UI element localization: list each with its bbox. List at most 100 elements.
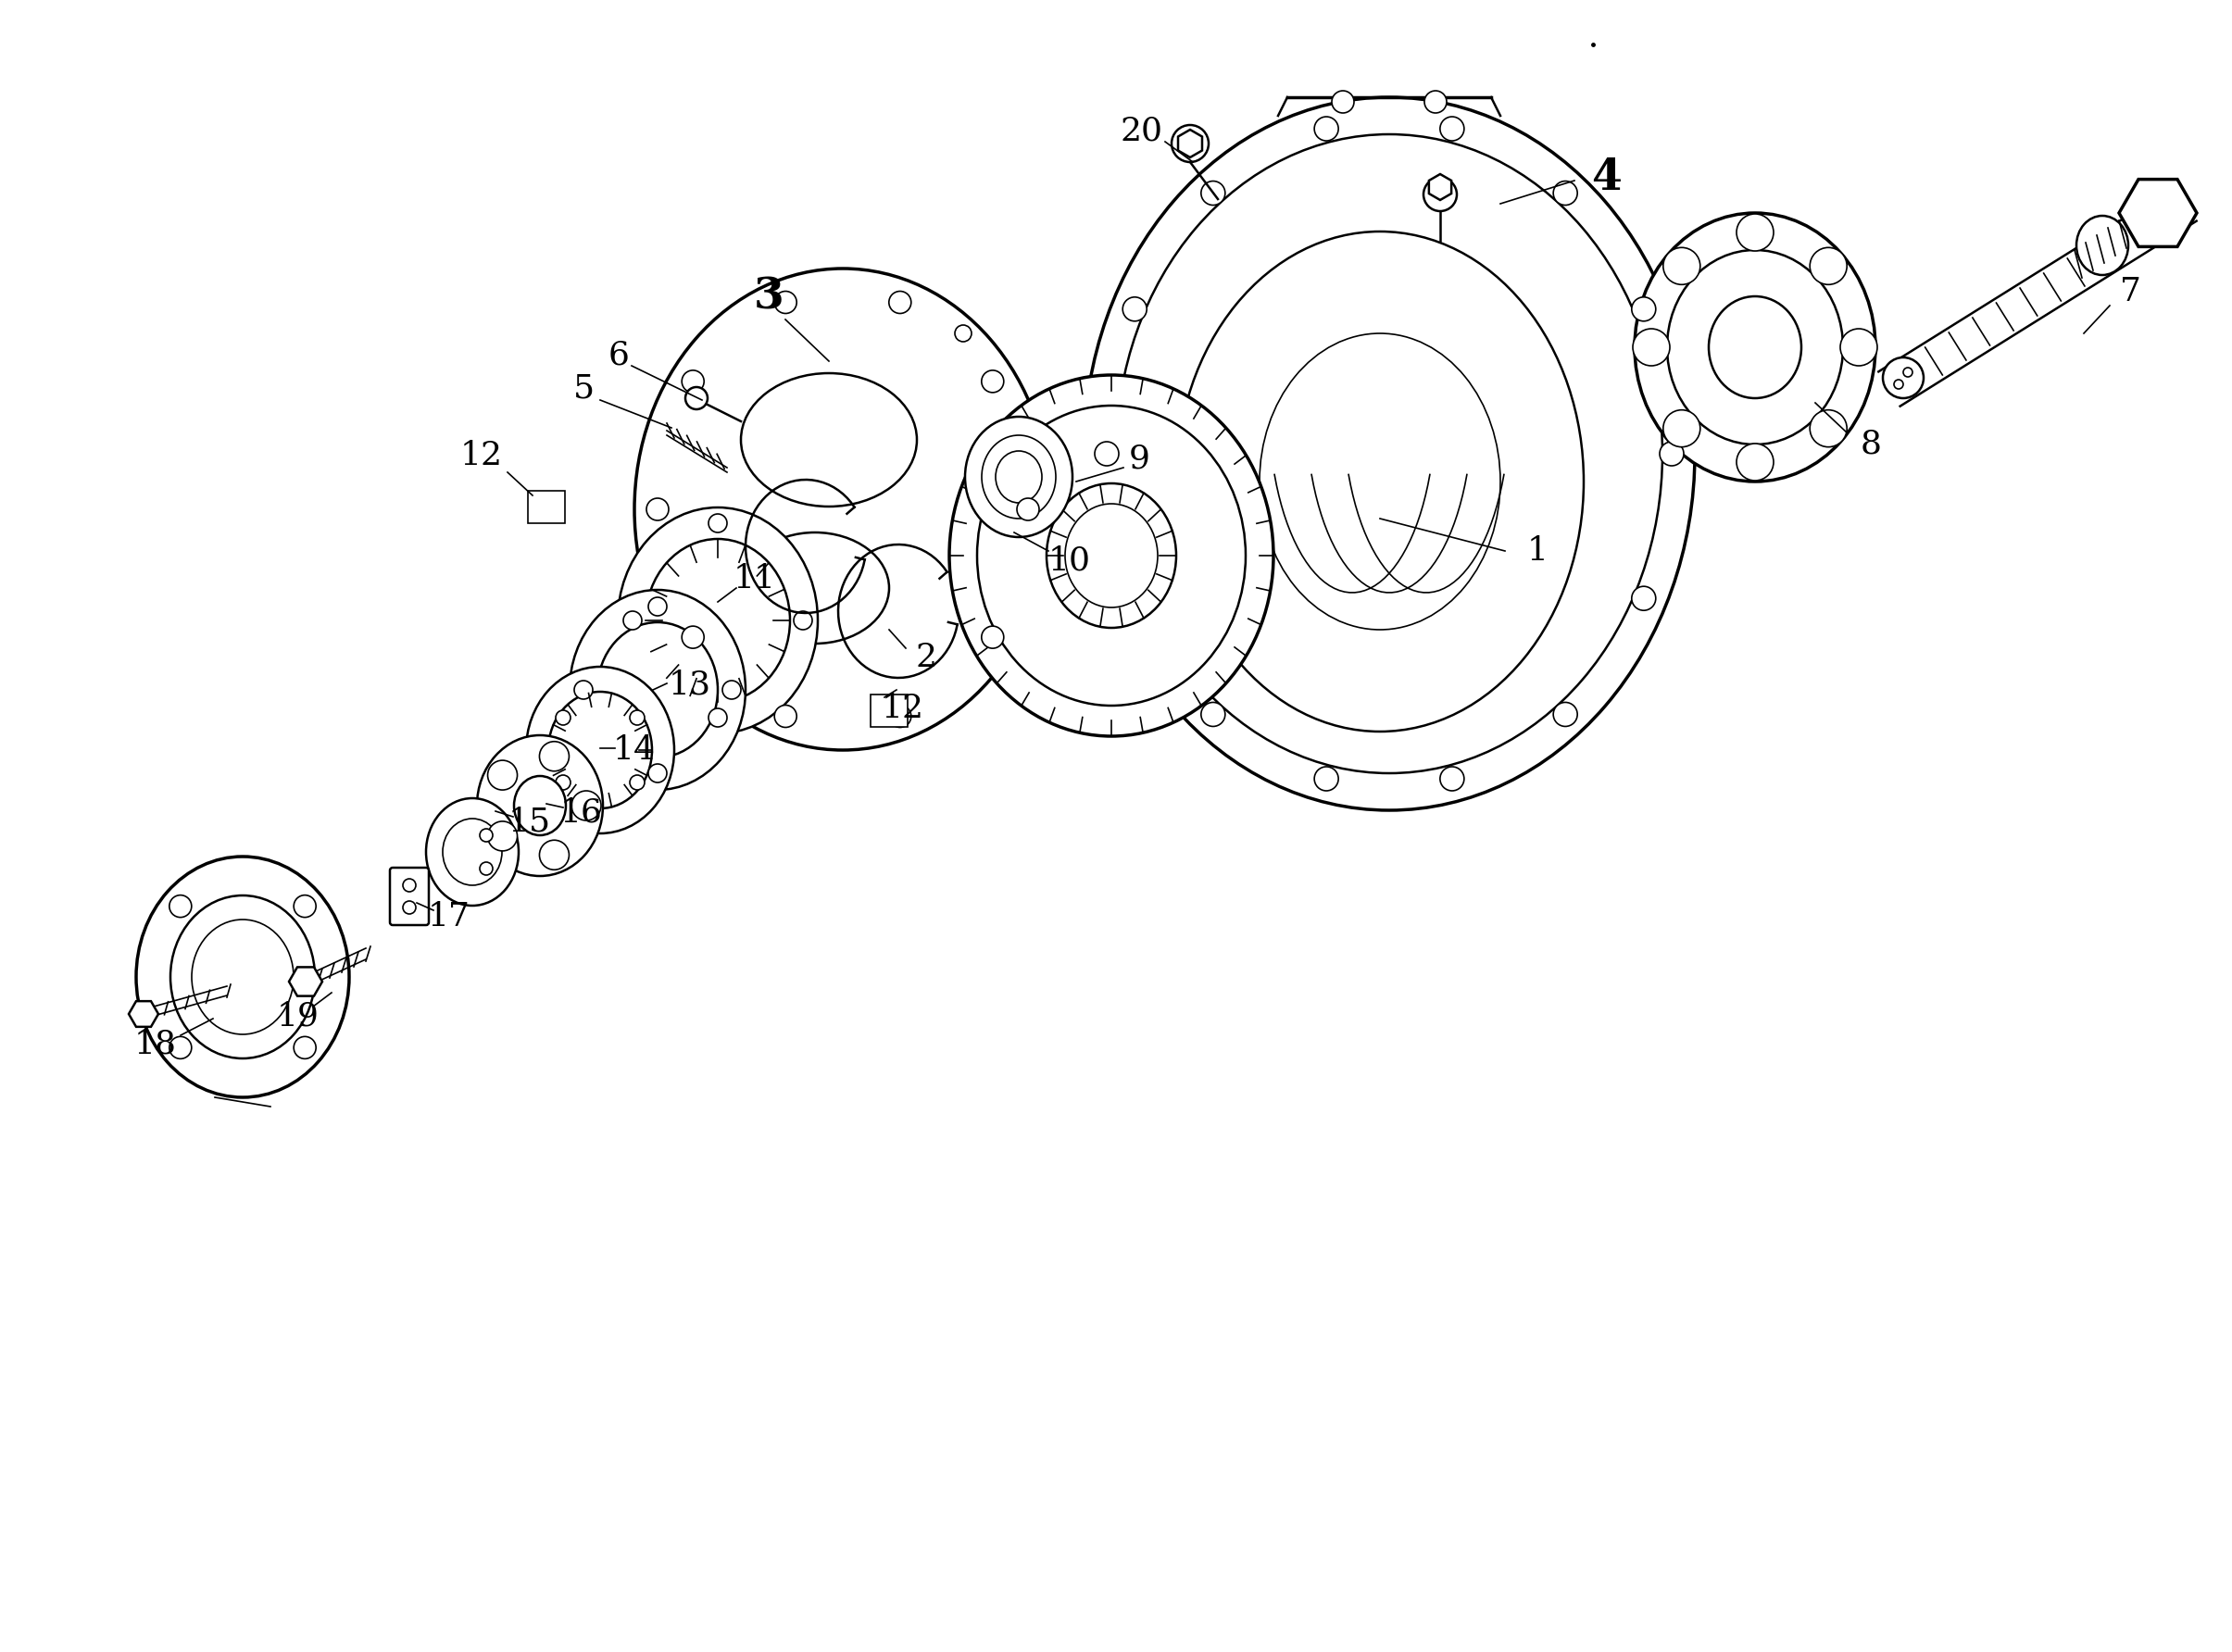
Circle shape (1736, 213, 1774, 251)
Circle shape (540, 841, 569, 869)
Text: 15: 15 (509, 806, 551, 838)
Circle shape (1810, 410, 1846, 448)
Polygon shape (129, 1001, 158, 1028)
Ellipse shape (1634, 213, 1875, 481)
Circle shape (487, 760, 518, 790)
Circle shape (1201, 702, 1225, 727)
Text: 17: 17 (429, 900, 471, 932)
Ellipse shape (618, 507, 817, 733)
Circle shape (556, 710, 571, 725)
Ellipse shape (527, 667, 674, 833)
Circle shape (1553, 182, 1578, 205)
Circle shape (1634, 329, 1670, 365)
Circle shape (1839, 329, 1877, 365)
Circle shape (1018, 499, 1040, 520)
Circle shape (1201, 182, 1225, 205)
Circle shape (647, 763, 667, 783)
Circle shape (556, 775, 571, 790)
Circle shape (1094, 441, 1118, 466)
Circle shape (487, 821, 518, 851)
Circle shape (1904, 368, 1913, 377)
Ellipse shape (136, 856, 348, 1097)
Circle shape (1440, 117, 1464, 140)
Circle shape (708, 709, 728, 727)
Circle shape (1424, 91, 1446, 112)
Circle shape (1172, 126, 1208, 162)
Polygon shape (2118, 180, 2196, 246)
Text: 13: 13 (670, 669, 712, 700)
Circle shape (775, 291, 797, 314)
Ellipse shape (634, 269, 1051, 750)
Ellipse shape (1047, 484, 1176, 628)
Circle shape (1123, 586, 1147, 611)
Circle shape (708, 514, 728, 532)
Circle shape (1424, 178, 1457, 211)
Circle shape (480, 862, 493, 876)
Circle shape (1123, 297, 1147, 320)
Circle shape (1810, 248, 1846, 284)
Circle shape (1315, 767, 1339, 791)
Circle shape (1333, 91, 1355, 112)
Ellipse shape (949, 375, 1274, 737)
Text: 3: 3 (754, 274, 783, 317)
Circle shape (571, 791, 600, 821)
Circle shape (888, 705, 911, 727)
Circle shape (888, 291, 911, 314)
Ellipse shape (1083, 97, 1694, 809)
Text: 8: 8 (1859, 430, 1882, 461)
Text: 18: 18 (134, 1029, 176, 1061)
Circle shape (775, 705, 797, 727)
Ellipse shape (513, 776, 567, 836)
Circle shape (1440, 767, 1464, 791)
Text: 19: 19 (277, 1001, 319, 1032)
Circle shape (629, 775, 645, 790)
Text: 16: 16 (560, 798, 603, 829)
Ellipse shape (1710, 296, 1801, 398)
Text: 2: 2 (915, 641, 937, 674)
FancyBboxPatch shape (391, 867, 429, 925)
Circle shape (402, 879, 415, 892)
Ellipse shape (1667, 249, 1844, 444)
Circle shape (295, 1036, 317, 1059)
Text: 11: 11 (734, 563, 777, 595)
Text: 5: 5 (574, 373, 594, 405)
Text: 14: 14 (614, 735, 656, 767)
Circle shape (795, 611, 812, 629)
Ellipse shape (2076, 216, 2129, 274)
Circle shape (1663, 410, 1701, 448)
Ellipse shape (478, 735, 603, 876)
Polygon shape (1178, 129, 1203, 157)
Circle shape (982, 370, 1004, 393)
Text: 10: 10 (1049, 545, 1091, 577)
Bar (870, 694, 908, 727)
Circle shape (1553, 702, 1578, 727)
Ellipse shape (569, 590, 745, 790)
Circle shape (629, 710, 645, 725)
Text: 1: 1 (1527, 535, 1549, 567)
Polygon shape (288, 966, 321, 996)
Circle shape (170, 895, 192, 917)
Circle shape (647, 598, 667, 616)
Circle shape (170, 1036, 192, 1059)
Circle shape (480, 829, 493, 843)
Bar (529, 491, 565, 524)
Circle shape (623, 611, 643, 629)
Circle shape (1315, 117, 1339, 140)
Text: 9: 9 (1129, 443, 1149, 474)
Circle shape (1895, 380, 1904, 388)
Circle shape (574, 681, 594, 699)
Text: 20: 20 (1120, 116, 1163, 147)
Circle shape (1663, 248, 1701, 284)
Circle shape (1661, 441, 1683, 466)
Text: 12: 12 (460, 439, 502, 471)
Circle shape (540, 742, 569, 771)
Circle shape (681, 370, 703, 393)
Circle shape (1632, 297, 1656, 320)
Circle shape (1736, 443, 1774, 481)
Circle shape (685, 387, 708, 410)
Ellipse shape (964, 416, 1071, 537)
Polygon shape (1428, 173, 1451, 200)
Text: 4: 4 (1591, 157, 1623, 200)
Circle shape (723, 681, 741, 699)
Circle shape (402, 900, 415, 914)
